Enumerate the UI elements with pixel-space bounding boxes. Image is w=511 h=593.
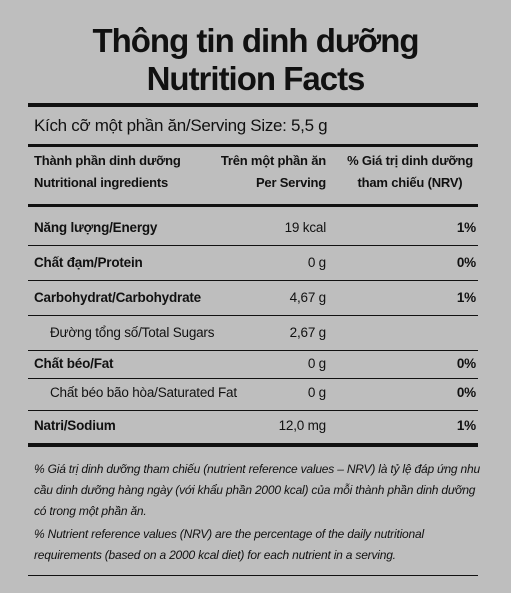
header-text: Thành phần dinh dưỡng (34, 153, 181, 168)
cell: 0% (456, 385, 476, 400)
cell: Đường tổng số/Total Sugars (50, 325, 215, 340)
cell: Năng lượng/Energy (34, 220, 158, 235)
header-text: Nutritional ingredients (34, 175, 169, 190)
header: Thành phần dinh dưỡng Nutritional ingredi… (34, 150, 181, 194)
rule (28, 410, 478, 411)
cell: Chất béo bão hòa/Saturated Fat (50, 385, 237, 400)
cell: 0% (456, 356, 476, 371)
header-text: tham chiếu (NRV) (357, 175, 463, 190)
cell: 12,0 mg (278, 418, 327, 433)
footnote: % Giá trị dinh dưỡng tham chiếu (nutrien… (34, 462, 480, 518)
rule (28, 378, 478, 379)
cell: 0 g (307, 356, 326, 371)
header: % Giá trị dinh dưỡng tham chiếu (NRV) (340, 150, 480, 194)
serving-size: Kích cỡ một phần ăn/Serving Size: 5,5 g (34, 116, 328, 135)
cell: Natri/Sodium (34, 418, 116, 433)
header-text: Per Serving (255, 175, 326, 190)
header: Trên một phần ăn Per Serving (180, 150, 326, 194)
header-text: % Giá trị dinh dưỡng (347, 153, 473, 168)
title-en: Nutrition Facts (146, 60, 366, 97)
rule (28, 144, 478, 147)
cell: 19 kcal (284, 220, 327, 235)
rule (28, 575, 478, 576)
header-text: Trên một phần ăn (220, 153, 326, 168)
cell: 2,67 g (289, 325, 327, 340)
cell: 0 g (307, 385, 326, 400)
cell: 1% (456, 290, 476, 305)
cell: 4,67 g (289, 290, 327, 305)
footnote: % Nutrient reference values (NRV) are th… (34, 527, 424, 562)
rule (28, 280, 478, 281)
cell: Carbohydrat/Carbohydrate (34, 290, 201, 305)
cell: 0 g (307, 255, 326, 270)
cell: Chất đạm/Protein (34, 255, 143, 270)
rule (28, 350, 478, 351)
rule (28, 204, 478, 207)
cell: 1% (456, 220, 476, 235)
cell: 1% (456, 418, 476, 433)
title-vi: Thông tin dinh dưỡng (92, 22, 419, 59)
cell: 0% (456, 255, 476, 270)
cell: Chất béo/Fat (34, 356, 114, 371)
rule (28, 245, 478, 246)
rule (28, 315, 478, 316)
rule (28, 103, 478, 107)
rule (28, 443, 478, 447)
